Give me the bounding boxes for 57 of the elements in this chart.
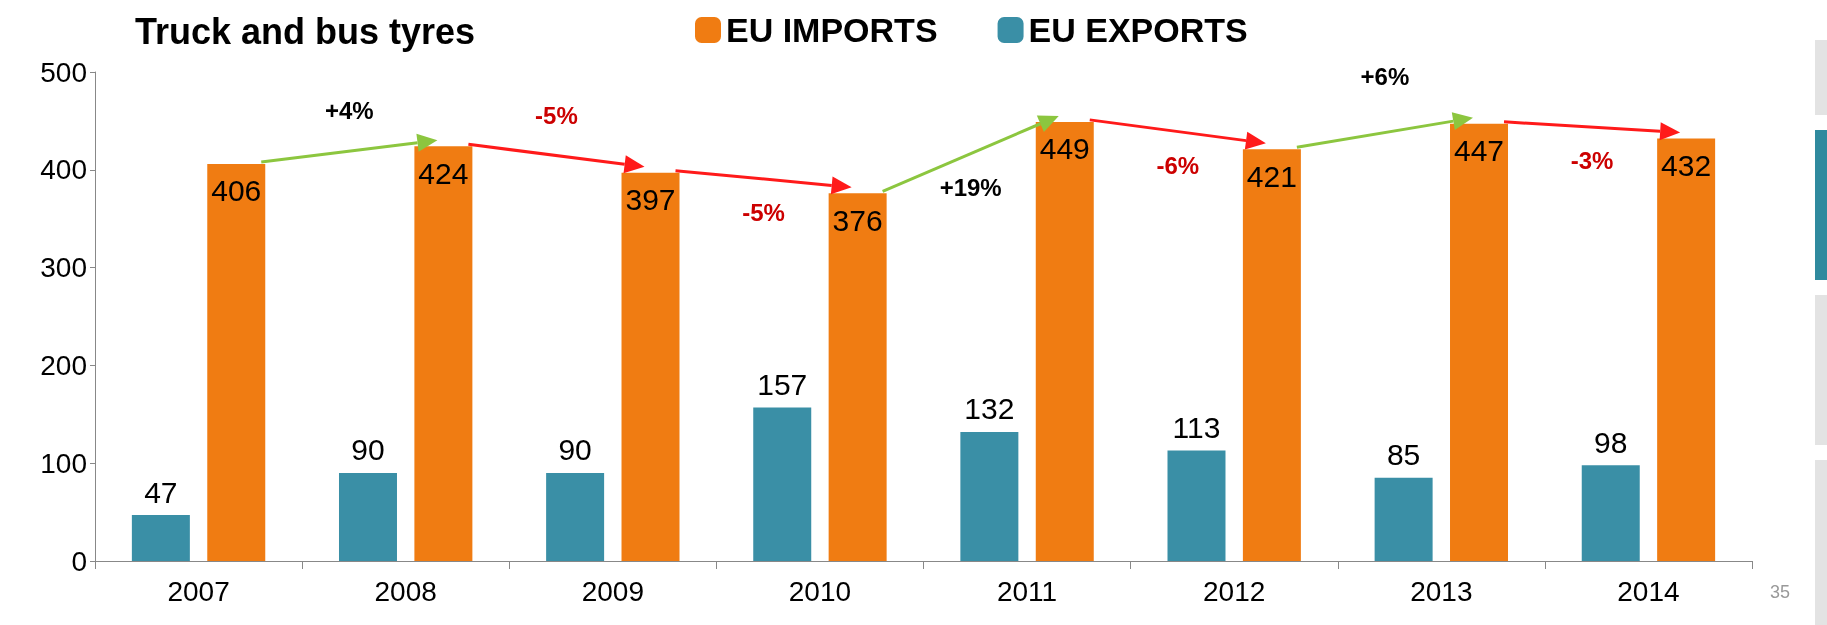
data-label: 113 xyxy=(1172,410,1221,444)
y-tick-label: 100 xyxy=(40,447,87,479)
legend-label: EU IMPORTS xyxy=(726,11,938,49)
bar xyxy=(207,163,266,561)
bar xyxy=(546,472,605,561)
bar xyxy=(1374,477,1433,561)
legend-label: EU EXPORTS xyxy=(1028,11,1248,49)
data-label: 157 xyxy=(757,367,808,401)
data-label: 421 xyxy=(1246,159,1297,193)
bar xyxy=(1167,450,1226,561)
annotation: -3% xyxy=(1570,147,1614,175)
annotation: +19% xyxy=(939,173,1002,201)
data-label: 397 xyxy=(625,183,676,217)
bar xyxy=(1035,121,1094,561)
annotation: -5% xyxy=(535,101,578,129)
bar xyxy=(414,146,473,561)
bar xyxy=(131,515,190,561)
data-label: 90 xyxy=(351,433,385,467)
data-label: 376 xyxy=(832,203,883,237)
y-tick-label: 400 xyxy=(40,154,87,186)
y-tick-label: 200 xyxy=(40,349,87,381)
data-label: 447 xyxy=(1453,134,1505,168)
data-label: 47 xyxy=(144,475,178,509)
data-label: 449 xyxy=(1039,132,1090,166)
bar xyxy=(1657,138,1716,561)
annotation: +6% xyxy=(1360,62,1410,90)
x-tick-label: 2011 xyxy=(996,575,1058,607)
bar xyxy=(338,472,397,561)
x-tick-label: 2009 xyxy=(581,575,644,607)
data-label: 432 xyxy=(1661,149,1712,182)
bar xyxy=(960,431,1019,561)
annotation: +4% xyxy=(324,97,374,125)
data-label: 406 xyxy=(211,174,262,208)
y-tick-label: 0 xyxy=(71,545,87,577)
bar xyxy=(1242,149,1301,561)
data-label: 424 xyxy=(418,156,469,190)
chart-title: Truck and bus tyres xyxy=(135,10,476,52)
y-tick-label: 500 xyxy=(40,56,87,88)
bar xyxy=(828,193,887,561)
bar xyxy=(621,172,680,561)
data-label: 132 xyxy=(964,392,1015,426)
x-tick-label: 2014 xyxy=(1617,575,1680,607)
data-label: 85 xyxy=(1386,438,1421,472)
x-tick-label: 2013 xyxy=(1410,575,1473,607)
y-tick-label: 300 xyxy=(40,252,87,284)
text: 35 xyxy=(1770,582,1791,603)
annotation: -5% xyxy=(742,199,785,226)
data-label: 90 xyxy=(558,433,592,467)
x-tick-label: 2012 xyxy=(1203,575,1266,607)
bar xyxy=(1581,465,1640,561)
annotation: -6% xyxy=(1156,151,1200,179)
x-tick-label: 2010 xyxy=(788,575,852,607)
data-label: 98 xyxy=(1594,425,1628,459)
x-tick-label: 2008 xyxy=(374,575,437,607)
bar xyxy=(1450,123,1509,561)
bar xyxy=(753,407,812,561)
x-tick-label: 2007 xyxy=(167,575,230,607)
